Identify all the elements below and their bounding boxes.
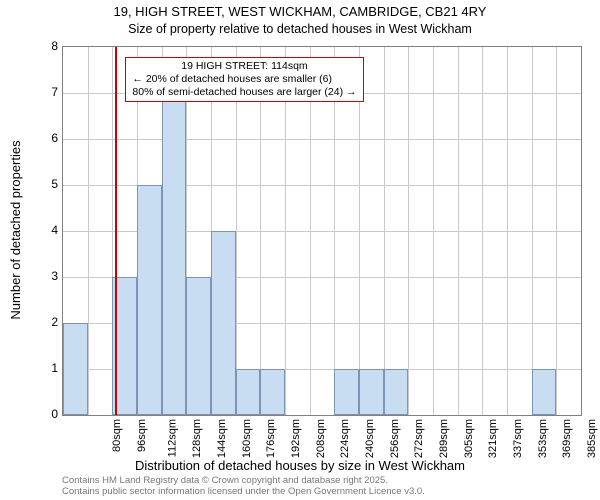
y-axis-label: Number of detached properties	[8, 140, 23, 319]
x-tick-label: 192sqm	[290, 419, 302, 458]
x-tick-label: 224sqm	[339, 419, 351, 458]
x-tick-label: 112sqm	[166, 419, 178, 457]
y-tick-label: 2	[38, 315, 58, 329]
gridline-v	[532, 47, 533, 415]
x-tick-label: 96sqm	[136, 419, 148, 452]
chart-container: 19, HIGH STREET, WEST WICKHAM, CAMBRIDGE…	[0, 0, 600, 500]
x-tick-label: 176sqm	[265, 419, 277, 458]
y-tick-label: 4	[38, 223, 58, 237]
gridline-v	[88, 47, 89, 415]
x-tick-label: 240sqm	[364, 419, 376, 458]
x-tick-label: 272sqm	[413, 419, 425, 458]
x-tick-label: 208sqm	[315, 419, 327, 458]
y-tick-label: 3	[38, 269, 58, 283]
gridline-v	[408, 47, 409, 415]
histogram-bar	[186, 277, 211, 415]
histogram-bar	[359, 369, 384, 415]
y-tick-label: 0	[38, 407, 58, 421]
annotation-smaller: ← 20% of detached houses are smaller (6)	[132, 73, 356, 86]
histogram-bar	[384, 369, 409, 415]
reference-line	[115, 47, 117, 415]
x-tick-label: 305sqm	[463, 419, 475, 458]
gridline-v	[556, 47, 557, 415]
histogram-bar	[211, 231, 236, 415]
x-tick-label: 321sqm	[487, 419, 499, 458]
x-tick-label: 289sqm	[438, 419, 450, 458]
x-tick-label: 256sqm	[389, 419, 401, 458]
histogram-bar	[532, 369, 557, 415]
histogram-bar	[137, 185, 162, 415]
gridline-v	[384, 47, 385, 415]
histogram-bar	[63, 323, 88, 415]
x-tick-label: 160sqm	[241, 419, 253, 458]
chart-title-line2: Size of property relative to detached ho…	[0, 22, 600, 36]
reference-annotation: 19 HIGH STREET: 114sqm← 20% of detached …	[125, 57, 363, 102]
histogram-bar	[334, 369, 359, 415]
x-tick-label: 128sqm	[191, 419, 203, 458]
footer-line2: Contains public sector information licen…	[62, 487, 425, 498]
y-tick-label: 8	[38, 39, 58, 53]
gridline-v	[458, 47, 459, 415]
annotation-title: 19 HIGH STREET: 114sqm	[132, 60, 356, 73]
y-tick-label: 5	[38, 177, 58, 191]
gridline-v	[482, 47, 483, 415]
gridline-v	[507, 47, 508, 415]
histogram-bar	[260, 369, 285, 415]
x-tick-label: 353sqm	[537, 419, 549, 458]
gridline-v	[433, 47, 434, 415]
annotation-larger: 80% of semi-detached houses are larger (…	[132, 86, 356, 99]
plot-area: 19 HIGH STREET: 114sqm← 20% of detached …	[62, 46, 582, 416]
x-tick-label: 337sqm	[512, 419, 524, 458]
histogram-bar	[162, 93, 187, 415]
x-tick-label: 144sqm	[216, 419, 228, 458]
gridline-h	[63, 139, 581, 140]
chart-title-line1: 19, HIGH STREET, WEST WICKHAM, CAMBRIDGE…	[0, 4, 600, 19]
x-tick-label: 385sqm	[586, 419, 598, 458]
x-tick-label: 369sqm	[561, 419, 573, 458]
y-tick-label: 7	[38, 85, 58, 99]
attribution-footer: Contains HM Land Registry data © Crown c…	[62, 476, 425, 498]
x-tick-label: 80sqm	[111, 419, 123, 452]
y-tick-label: 6	[38, 131, 58, 145]
histogram-bar	[236, 369, 261, 415]
x-axis-label: Distribution of detached houses by size …	[0, 458, 600, 473]
y-tick-label: 1	[38, 361, 58, 375]
